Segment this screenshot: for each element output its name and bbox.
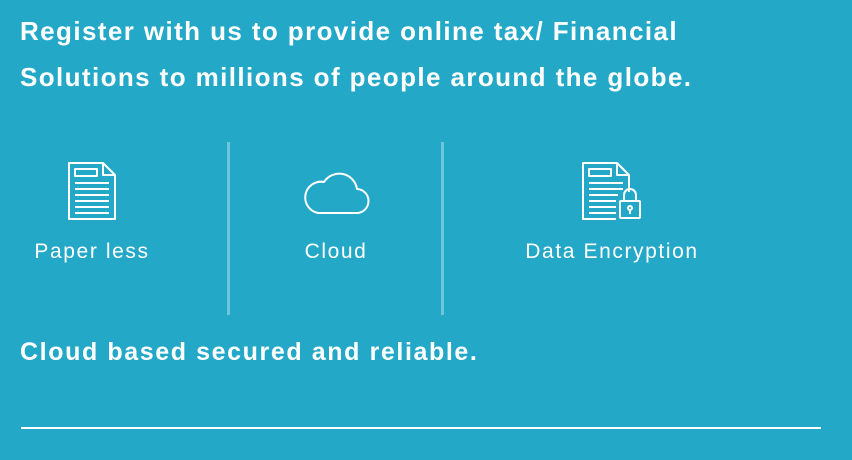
horizontal-rule (21, 427, 821, 429)
encrypted-document-icon (582, 162, 641, 220)
intro-heading-line-2: Solutions to millions of people around t… (20, 62, 693, 92)
feature-paperless: Paper less (12, 160, 172, 264)
feature-label-data-encryption: Data Encryption (525, 240, 699, 263)
intro-heading: Register with us to provide online tax/ … (20, 8, 820, 100)
tagline: Cloud based secured and reliable. (20, 338, 479, 366)
feature-data-encryption: Data Encryption (502, 160, 722, 264)
feature-label-paperless: Paper less (34, 240, 150, 263)
feature-label-cloud: Cloud (304, 240, 368, 263)
document-icon (68, 162, 116, 220)
feature-cloud: Cloud (256, 160, 416, 264)
cloud-icon (304, 172, 370, 215)
intro-heading-line-1: Register with us to provide online tax/ … (20, 16, 679, 46)
feature-divider-1 (227, 142, 230, 315)
feature-divider-2 (441, 142, 444, 315)
